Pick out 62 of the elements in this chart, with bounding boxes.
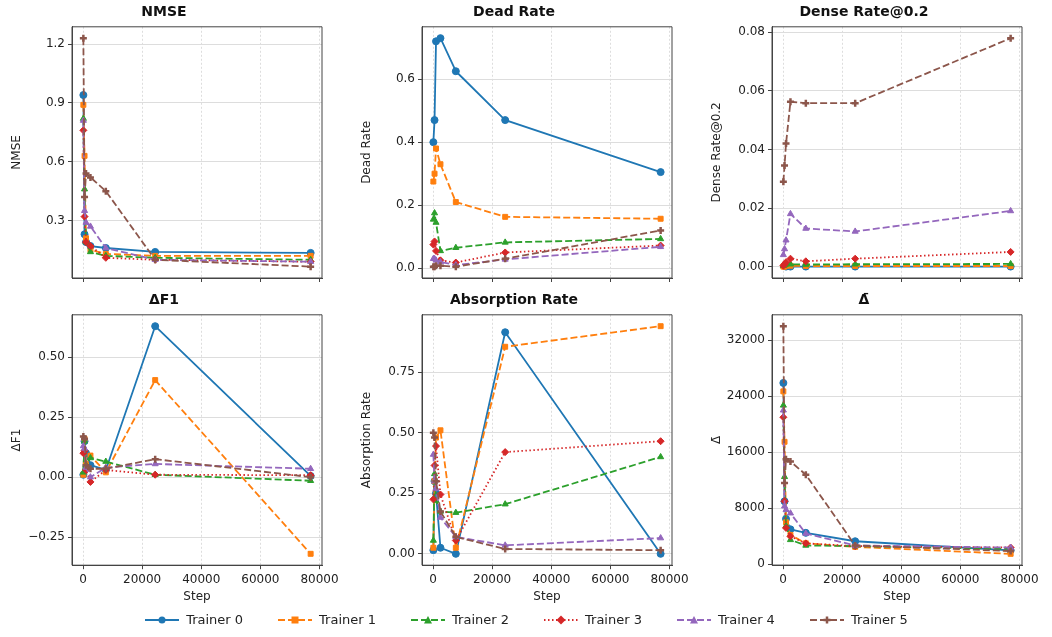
x-tick-label: 60000 — [591, 571, 630, 586]
chart-title: Δ̄ — [858, 291, 870, 308]
y-tick-label: 1.2 — [45, 36, 65, 51]
y-axis-title: NMSE — [9, 135, 24, 170]
x-axis-title: Step — [533, 588, 561, 603]
y-axis-title: Absorption Rate — [359, 391, 374, 489]
x-tick-label: 20000 — [473, 571, 512, 586]
x-tick-label: 40000 — [882, 571, 921, 586]
y-tick-label: 0.50 — [38, 349, 65, 364]
x-axis-title: Step — [883, 588, 911, 603]
y-tick-label: 0.9 — [45, 95, 65, 110]
x-tick-label: 20000 — [123, 571, 162, 586]
y-tick-label: 32000 — [726, 332, 765, 347]
y-tick-label: 0.00 — [38, 469, 65, 484]
y-tick-label: 0.25 — [38, 409, 65, 424]
x-tick-label: 0 — [79, 571, 87, 586]
y-tick-label: 0.00 — [388, 545, 415, 560]
chart-title: Dead Rate — [473, 3, 555, 20]
y-tick-label: 0.06 — [738, 83, 765, 98]
chart-title: Dense Rate@0.2 — [799, 3, 929, 20]
x-tick-label: 20000 — [823, 571, 862, 586]
x-tick-label: 80000 — [1000, 571, 1039, 586]
x-tick-label: 0 — [779, 571, 787, 586]
x-tick-label: 60000 — [941, 571, 980, 586]
chart-title: NMSE — [141, 3, 187, 20]
legend-label: Trainer 1 — [319, 612, 377, 627]
legend-label: Trainer 3 — [585, 612, 642, 627]
y-tick-label: 24000 — [726, 388, 765, 403]
y-axis-title: Dense Rate@0.2 — [709, 102, 724, 203]
chart-title: ΔF1 — [148, 291, 180, 308]
y-tick-label: −0.25 — [28, 529, 65, 544]
y-tick-label: 0.25 — [388, 485, 415, 500]
x-tick-label: 80000 — [650, 571, 689, 586]
y-axis-title: ΔF1 — [9, 428, 24, 452]
y-tick-label: 0.6 — [395, 71, 415, 86]
y-tick-label: 16000 — [726, 444, 765, 459]
x-tick-label: 80000 — [300, 571, 339, 586]
x-tick-label: 60000 — [241, 571, 280, 586]
y-tick-label: 0.02 — [738, 200, 765, 215]
y-axis-title: Dead Rate — [359, 120, 374, 184]
x-axis-title: Step — [183, 588, 211, 603]
y-tick-label: 0.50 — [388, 424, 415, 439]
legend-label: Trainer 0 — [186, 612, 244, 627]
x-tick-label: 0 — [429, 571, 437, 586]
x-tick-label: 40000 — [182, 571, 221, 586]
y-tick-label: 0.3 — [45, 212, 65, 227]
y-tick-label: 0.4 — [395, 134, 415, 149]
y-tick-label: 0.6 — [45, 153, 65, 168]
y-axis-title: Δ̄ — [709, 435, 724, 445]
legend-label: Trainer 5 — [850, 612, 908, 627]
y-tick-label: 0.75 — [388, 364, 415, 379]
y-tick-label: 0.0 — [395, 260, 415, 275]
y-tick-label: 0.00 — [738, 258, 765, 273]
y-tick-label: 0 — [757, 556, 765, 571]
legend-label: Trainer 2 — [452, 612, 509, 627]
y-tick-label: 0.2 — [395, 197, 415, 212]
legend-label: Trainer 4 — [717, 612, 775, 627]
y-tick-label: 0.08 — [738, 24, 765, 39]
x-tick-label: 40000 — [532, 571, 571, 586]
y-tick-label: 0.04 — [738, 141, 765, 156]
y-tick-label: 8000 — [734, 500, 765, 515]
chart-title: Absorption Rate — [449, 291, 579, 308]
